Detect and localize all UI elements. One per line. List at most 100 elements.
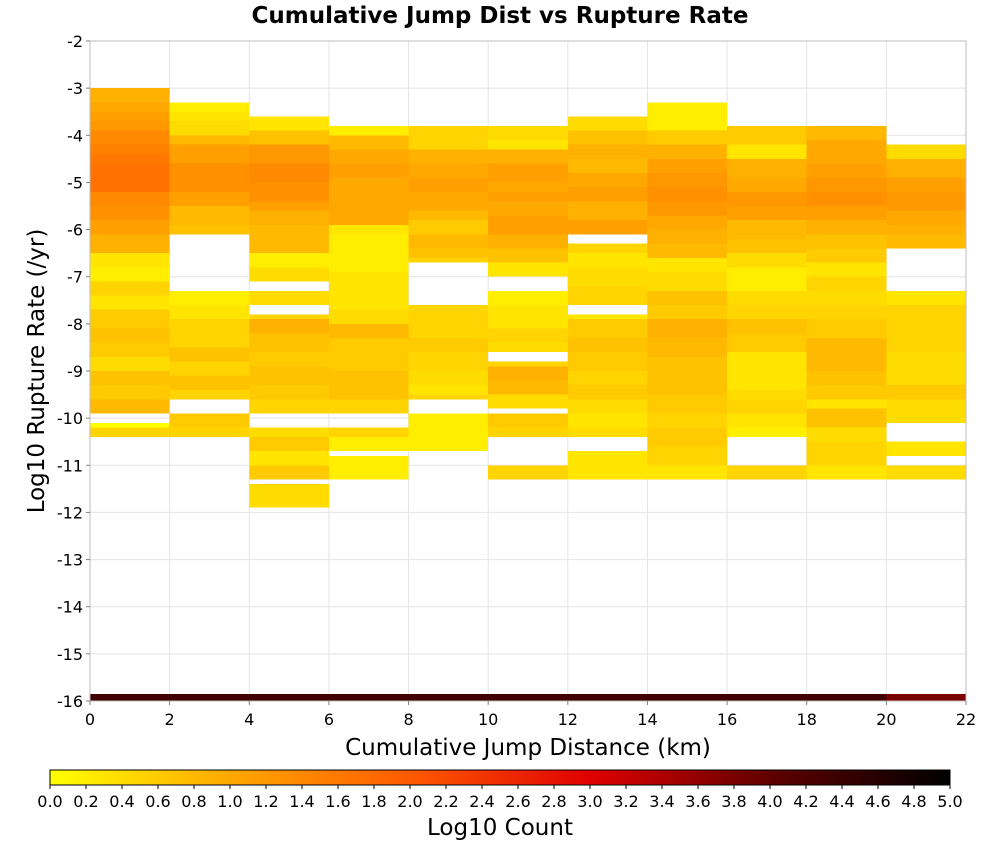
- y-tick-label: -8: [67, 315, 83, 334]
- heatmap-cell: [90, 88, 170, 93]
- heatmap-cell: [408, 248, 489, 258]
- heatmap-cell: [249, 484, 329, 508]
- heatmap-cell: [806, 276, 887, 291]
- colorbar-tick-label: 1.4: [289, 792, 314, 811]
- heatmap-cell: [169, 361, 250, 376]
- heatmap-cell: [249, 144, 329, 164]
- x-tick-label: 10: [478, 710, 498, 729]
- colorbar-tick-label: 2.0: [397, 792, 422, 811]
- heatmap-cell: [249, 314, 329, 320]
- colorbar-tick-label: 2.8: [541, 792, 566, 811]
- heatmap-cell: [408, 234, 489, 249]
- heatmap-cell: [249, 399, 329, 414]
- heatmap-cell: [249, 210, 329, 225]
- heatmap-cell: [647, 144, 728, 159]
- heatmap-cell: [90, 234, 170, 254]
- heatmap-cell: [806, 163, 887, 178]
- heatmap-cell: [488, 413, 568, 428]
- heatmap-cell: [328, 309, 409, 324]
- heatmap-cell: [169, 144, 250, 164]
- heatmap-cell: [249, 333, 329, 353]
- heatmap-cell: [727, 352, 807, 371]
- heatmap-cell: [567, 130, 648, 145]
- colorbar-tick-label: 4.2: [793, 792, 818, 811]
- heatmap-cells: [90, 88, 966, 701]
- colorbar-tick-label: 3.6: [685, 792, 710, 811]
- heatmap-cell: [567, 314, 648, 320]
- y-axis-title: Log10 Rupture Rate (/yr): [24, 229, 50, 514]
- y-axis-ticks: -16 -15 -14 -13 -12 -11 -10 -9 -8 -7 -6 -5 -4 -3 -2: [57, 32, 90, 711]
- heatmap-cell: [806, 408, 887, 428]
- colorbar-tick-label: 5.0: [937, 792, 962, 811]
- heatmap-cell: [647, 187, 728, 202]
- heatmap-cell: [567, 286, 648, 305]
- heatmap-cell: [488, 394, 568, 409]
- heatmap-cell: [567, 427, 648, 437]
- heatmap-cell: [806, 399, 887, 409]
- heatmap-cell: [567, 399, 648, 414]
- heatmap-cell: [806, 441, 887, 466]
- colorbar-tick-label: 4.6: [865, 792, 890, 811]
- x-tick-label: 18: [797, 710, 817, 729]
- heatmap-cell: [169, 333, 250, 348]
- heatmap-cell: [647, 356, 728, 381]
- heatmap-cell: [647, 380, 728, 395]
- heatmap-cell: [90, 295, 170, 310]
- heatmap-cell: [727, 305, 807, 320]
- heatmap-cell: [249, 295, 329, 305]
- heatmap-cell: [806, 125, 887, 140]
- heatmap-cell: [408, 352, 489, 371]
- heatmap-cell: [249, 366, 329, 386]
- heatmap-cell: [408, 177, 489, 192]
- heatmap-cell: [886, 144, 966, 159]
- heatmap-cell: [408, 338, 489, 353]
- heatmap-cell: [328, 338, 409, 353]
- heatmap-cell: [727, 125, 807, 145]
- x-tick-label: 6: [324, 710, 334, 729]
- heatmap-cell: [886, 158, 966, 178]
- heatmap-cell: [567, 253, 648, 268]
- colorbar-tick-label: 0.4: [109, 792, 134, 811]
- colorbar-tick-label: 4.0: [757, 792, 782, 811]
- chart-title: Cumulative Jump Dist vs Rupture Rate: [252, 3, 749, 29]
- x-tick-label: 12: [558, 710, 578, 729]
- y-tick-label: -11: [57, 456, 83, 475]
- heatmap-cell: [169, 319, 250, 334]
- heatmap-cell: [727, 465, 807, 480]
- heatmap-cell: [90, 356, 170, 371]
- heatmap-cell: [488, 380, 568, 395]
- heatmap-cell: [647, 319, 728, 338]
- heatmap-cell: [488, 140, 568, 150]
- x-tick-label: 4: [244, 710, 254, 729]
- heatmap-cell: [90, 253, 170, 268]
- heatmap-cell: [886, 290, 966, 305]
- heatmap-cell: [249, 224, 329, 239]
- heatmap-cell: [567, 187, 648, 202]
- colorbar-tick-label: 1.0: [217, 792, 242, 811]
- y-tick-label: -9: [67, 362, 83, 381]
- heatmap-cell: [806, 191, 887, 206]
- heatmap-cell: [249, 253, 329, 268]
- heatmap-cell: [169, 427, 250, 437]
- y-tick-label: -4: [67, 126, 83, 145]
- heatmap-cell: [249, 437, 329, 452]
- x-tick-label: 22: [956, 710, 976, 729]
- heatmap-cell: [408, 371, 489, 386]
- heatmap-cell: [90, 154, 170, 164]
- x-tick-label: 8: [403, 710, 413, 729]
- heatmap-cell: [727, 371, 807, 390]
- heatmap-cell: [727, 206, 807, 221]
- x-tick-label: 16: [717, 710, 737, 729]
- colorbar-tick-label: 1.8: [361, 792, 386, 811]
- heatmap-cell: [408, 432, 489, 452]
- heatmap-cell: [90, 111, 170, 122]
- heatmap-cell: [647, 427, 728, 447]
- heatmap-cell: [90, 399, 170, 414]
- heatmap-cell: [90, 309, 170, 329]
- heatmap-cell: [806, 371, 887, 386]
- heatmap-cell: [806, 248, 887, 263]
- colorbar-tick-label: 2.6: [505, 792, 530, 811]
- heatmap-cell: [249, 427, 329, 437]
- heatmap-cell: [567, 413, 648, 428]
- heatmap-cell: [647, 272, 728, 291]
